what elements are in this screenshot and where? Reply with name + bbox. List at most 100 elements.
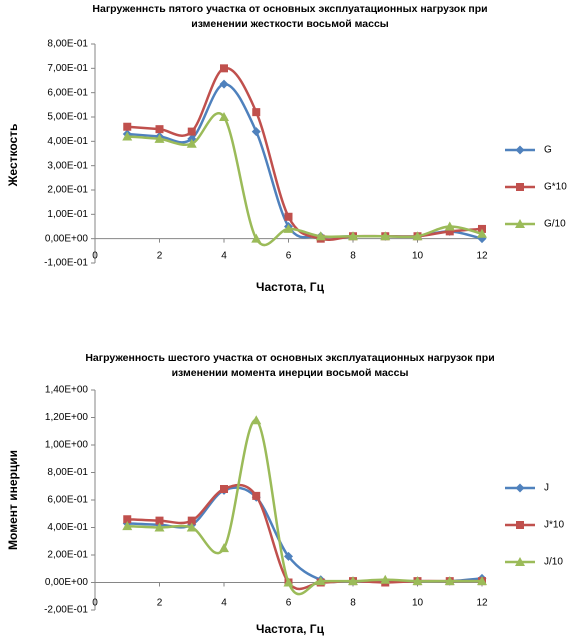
chart-title: изменении жесткости восьмой массы [191,18,389,30]
y-tick-label: 2,00E-01 [47,185,88,196]
marker [477,228,487,238]
legend-marker [516,521,524,529]
marker [315,576,326,586]
marker [186,138,197,148]
chart-title: изменении момента инерции восьмой массы [172,367,409,379]
marker [155,516,164,525]
x-tick-label: 6 [286,251,292,262]
chart-title: Нагруженность шестого участка от основны… [85,352,494,364]
y-tick-label: 8,00E-01 [47,39,88,50]
marker [348,576,358,586]
marker [252,108,261,117]
marker [445,227,454,236]
marker [219,79,229,89]
marker [123,515,132,524]
legend-label: G [544,145,552,156]
marker [477,576,487,586]
marker [380,231,391,241]
marker [251,127,261,137]
y-tick-label: 0,00E+00 [45,577,89,588]
marker [412,576,423,586]
legend-marker [515,219,525,228]
marker [251,233,262,243]
y-tick-label: 1,00E-01 [47,209,88,220]
legend-label: G*10 [544,182,567,193]
marker [252,491,261,500]
y-tick-label: 5,00E-01 [47,112,88,123]
marker [187,516,196,525]
legend-marker [515,483,525,493]
x-tick-label: 0 [92,251,98,262]
legend-label: J [544,483,549,494]
x-tick-label: 10 [412,251,424,262]
legend-label: J/10 [544,557,563,568]
chart-title: Нагруженнсть пятого участка от основных … [92,3,487,15]
marker [219,112,229,121]
y-axis-title: Момент инерции [6,450,20,550]
legend-label: J*10 [544,520,564,531]
y-tick-label: 4,00E-01 [47,136,88,147]
y-tick-label: 1,40E+00 [45,385,89,396]
marker [122,131,133,141]
x-tick-label: 4 [221,251,227,262]
marker [220,485,228,493]
marker [444,221,455,231]
y-tick-label: 2,00E-01 [47,550,88,561]
marker [154,133,165,143]
x-tick-label: 2 [157,251,163,262]
legend-label: G/10 [544,219,566,230]
y-tick-label: 4,00E-01 [47,522,88,533]
y-tick-label: 6,00E-01 [47,87,88,98]
marker [220,64,228,73]
x-axis-title: Частота, Гц [256,622,325,636]
x-axis-title: Частота, Гц [256,280,325,294]
marker [412,231,423,241]
legend-marker [515,557,525,566]
marker [284,212,293,221]
legend-marker [516,183,524,191]
x-tick-label: 4 [221,598,227,609]
marker [348,231,358,241]
marker [123,122,132,131]
legend-marker [515,145,525,155]
x-tick-label: 0 [92,598,98,609]
marker [154,522,165,532]
marker [283,223,294,233]
x-tick-label: 8 [350,598,356,609]
marker [186,522,197,532]
series-line [127,67,483,241]
x-tick-label: 10 [412,598,424,609]
marker [380,574,391,584]
x-tick-label: 6 [286,598,292,609]
y-tick-label: 1,20E+00 [45,412,89,423]
y-tick-label: 7,00E-01 [47,63,88,74]
y-axis-title: Жесткость [6,124,20,188]
series-line [127,418,482,596]
y-tick-label: 3,00E-01 [47,160,88,171]
x-tick-label: 8 [350,251,356,262]
marker [155,125,164,134]
y-tick-label: -2,00E-01 [44,605,88,616]
marker [251,415,262,425]
marker [284,551,293,561]
series-line [127,483,482,591]
marker [444,576,455,586]
y-tick-label: 0,00E+00 [45,233,89,244]
marker [187,127,196,136]
series-line [127,112,483,247]
y-tick-label: 8,00E-01 [47,467,88,478]
x-tick-label: 2 [157,598,163,609]
marker [122,521,133,531]
y-tick-label: -1,00E-01 [44,258,88,269]
x-tick-label: 12 [476,251,488,262]
series-line [127,82,483,240]
marker [283,577,294,587]
marker [219,543,229,553]
marker [315,231,326,241]
x-tick-label: 12 [476,598,488,609]
y-tick-label: 6,00E-01 [47,495,88,506]
series-line [127,486,483,584]
y-tick-label: 1,00E+00 [45,440,89,451]
